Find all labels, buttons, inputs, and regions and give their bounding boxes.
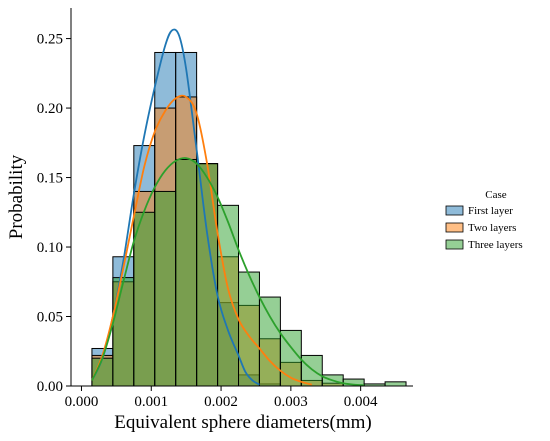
legend-title: Case (485, 189, 507, 201)
kde-three-layers (91, 157, 365, 387)
legend-item-three-layers: Three layers (445, 239, 523, 251)
x-tick-label-1: 0.001 (134, 394, 168, 410)
kde-two-layers (91, 94, 313, 386)
kde-curves (91, 28, 365, 387)
y-tick-label-2: 0.10 (37, 240, 63, 256)
bar-three-layers-3 (154, 190, 177, 387)
legend-swatch-three-layers (445, 239, 464, 250)
x-tick-label-4: 0.004 (344, 394, 378, 410)
legend-item-first-layer: First layer (445, 205, 513, 217)
y-tick-label-3: 0.15 (37, 171, 63, 187)
legend-label-first-layer: First layer (468, 205, 513, 217)
bar-three-layers-8 (258, 296, 281, 387)
bar-three-layers-10 (300, 354, 323, 387)
histogram-bars (91, 51, 407, 387)
bar-three-layers-2 (133, 211, 156, 387)
y-tick-label-5: 0.25 (37, 32, 63, 48)
y-tick-label-4: 0.20 (37, 101, 63, 117)
legend: Case First layer Two layers Three layers (445, 189, 523, 251)
x-tick-label-0: 0.000 (65, 394, 99, 410)
y-tick-label-1: 0.05 (37, 310, 63, 326)
y-axis-label: Probability (6, 154, 27, 239)
y-tick-label-0: 0.00 (37, 379, 63, 395)
legend-swatch-two-layers (445, 222, 464, 233)
legend-label-two-layers: Two layers (468, 222, 516, 234)
bar-three-layers-6 (217, 204, 240, 387)
legend-item-two-layers: Two layers (445, 222, 516, 234)
bar-three-layers-1 (112, 277, 135, 387)
legend-swatch-first-layer (445, 205, 464, 216)
legend-label-three-layers: Three layers (468, 239, 523, 251)
x-tick-label-3: 0.003 (274, 394, 308, 410)
bar-three-layers-14 (384, 381, 407, 387)
bar-three-layers-4 (175, 158, 198, 387)
x-tick-label-2: 0.002 (204, 394, 238, 410)
x-axis-label: Equivalent sphere diameters(mm) (114, 412, 371, 433)
kde-first-layer (91, 28, 260, 386)
axes: 0.000 0.001 0.002 0.003 0.004 0.00 0.05 0.10 0.1… (37, 8, 413, 410)
